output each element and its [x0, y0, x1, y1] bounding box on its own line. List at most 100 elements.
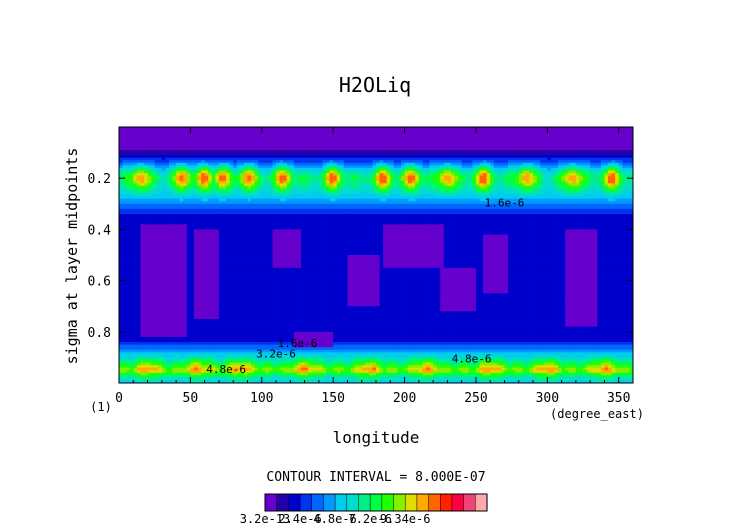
heatmap-cell [272, 214, 277, 217]
heatmap-cell [251, 216, 256, 220]
heatmap-cell [204, 142, 209, 146]
heatmap-cell [254, 237, 259, 241]
heatmap-cell [168, 234, 173, 238]
heatmap-cell [279, 252, 284, 256]
heatmap-cell [283, 342, 288, 345]
heatmap-cell [215, 324, 220, 328]
heatmap-cell [129, 139, 134, 143]
heatmap-cell [211, 275, 216, 279]
heatmap-cell [129, 354, 134, 358]
heatmap-cell [147, 255, 152, 258]
heatmap-cell [222, 293, 227, 297]
heatmap-cell [229, 295, 234, 299]
heatmap-cell [165, 303, 170, 307]
heatmap-cell [211, 201, 216, 205]
heatmap-cell [147, 157, 152, 161]
heatmap-cell [168, 372, 173, 376]
heatmap-cell [218, 357, 223, 361]
heatmap-cell [243, 354, 248, 358]
heatmap-cell [233, 167, 238, 171]
heatmap-cell [211, 224, 216, 228]
heatmap-cell [143, 244, 148, 248]
heatmap-cell [279, 352, 284, 356]
heatmap-cell [140, 278, 145, 281]
heatmap-cell [286, 157, 291, 161]
heatmap-cell [133, 362, 138, 366]
heatmap-cell [247, 134, 252, 138]
heatmap-cell [136, 178, 141, 182]
heatmap-cell [119, 137, 123, 141]
heatmap-cell [215, 372, 220, 376]
heatmap-cell [258, 229, 263, 233]
heatmap-cell [165, 311, 170, 315]
heatmap-cell [229, 221, 234, 225]
heatmap-cell [222, 185, 227, 189]
heatmap-cell [261, 298, 266, 302]
heatmap-cell [168, 193, 173, 197]
heatmap-cell [272, 249, 277, 253]
heatmap-cell [201, 288, 206, 292]
heatmap-cell [211, 272, 216, 276]
heatmap-cell [283, 198, 288, 202]
heatmap-cell [158, 139, 163, 143]
heatmap-cell [293, 180, 298, 184]
heatmap-cell [183, 203, 188, 207]
heatmap-cell [283, 150, 288, 153]
heatmap-cell [251, 224, 256, 228]
heatmap-cell [161, 370, 166, 374]
heatmap-cell [154, 326, 159, 330]
heatmap-cell [208, 301, 213, 305]
heatmap-cell [218, 265, 223, 269]
heatmap-cell [122, 175, 127, 179]
heatmap-cell [251, 319, 256, 322]
heatmap-cell [243, 226, 248, 230]
heatmap-cell [290, 357, 295, 361]
heatmap-cell [272, 308, 277, 312]
heatmap-cell [168, 303, 173, 307]
heatmap-cell [204, 306, 209, 310]
heatmap-cell [240, 311, 245, 315]
heatmap-cell [265, 216, 270, 220]
heatmap-cell [240, 272, 245, 276]
heatmap-cell [147, 288, 152, 292]
heatmap-cell [240, 316, 245, 320]
heatmap-cell [172, 372, 177, 376]
heatmap-cell [186, 127, 191, 130]
heatmap-cell [193, 377, 198, 381]
heatmap-cell [168, 344, 173, 348]
heatmap-cell [261, 278, 266, 281]
heatmap-cell [208, 211, 213, 215]
heatmap-cell [247, 260, 252, 264]
heatmap-cell [193, 173, 198, 177]
heatmap-cell [193, 367, 198, 371]
heatmap-cell [133, 347, 138, 351]
heatmap-cell [293, 183, 298, 187]
heatmap-cell [222, 267, 227, 271]
heatmap-cell [129, 193, 134, 197]
heatmap-cell [211, 377, 216, 381]
heatmap-cell [243, 326, 248, 330]
heatmap-cell [229, 226, 234, 230]
heatmap-cell [133, 272, 138, 276]
heatmap-cell [140, 321, 145, 325]
heatmap-cell [197, 285, 202, 289]
heatmap-cell [286, 237, 291, 241]
heatmap-cell [290, 301, 295, 305]
heatmap-cell [201, 370, 206, 374]
heatmap-cell [286, 162, 291, 166]
heatmap-cell [151, 344, 156, 348]
heatmap-cell [240, 257, 245, 261]
heatmap-cell [161, 170, 166, 174]
heatmap-cell [286, 329, 291, 333]
heatmap-cell [122, 167, 127, 171]
heatmap-cell [276, 326, 281, 330]
heatmap-cell [190, 372, 195, 376]
heatmap-cell [247, 144, 252, 148]
heatmap-cell [265, 132, 270, 136]
heatmap-cell [218, 375, 223, 379]
heatmap-cell [290, 326, 295, 330]
heatmap-cell [151, 242, 156, 246]
heatmap-cell [218, 137, 223, 141]
heatmap-cell [272, 185, 277, 189]
heatmap-cell [136, 242, 141, 246]
